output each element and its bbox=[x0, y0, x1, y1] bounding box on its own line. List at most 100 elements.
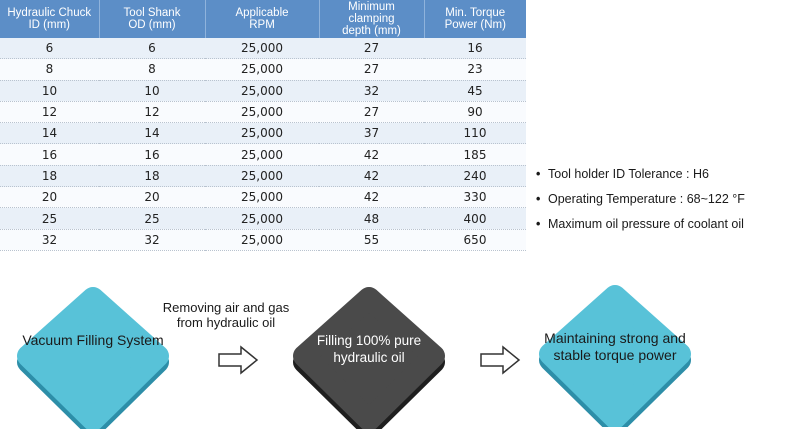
table-row: 32 32 25,000 55 650 bbox=[0, 229, 526, 251]
column-header: Applicable RPM bbox=[205, 0, 320, 38]
table-cell: 32 bbox=[99, 229, 205, 251]
table-cell: 185 bbox=[424, 143, 526, 166]
spec-table: Hydraulic Chuck ID (mm) Tool Shank OD (mm) A… bbox=[0, 0, 526, 251]
table-cell: 27 bbox=[319, 101, 424, 124]
process-step-vacuum: Vacuum Filling System bbox=[8, 284, 178, 429]
table-cell: 25 bbox=[99, 207, 205, 230]
table-cell: 32 bbox=[319, 80, 424, 102]
header-text: clamping bbox=[348, 13, 395, 25]
process-step-filling: Filling 100% pure hydraulic oil bbox=[284, 284, 454, 429]
table-cell: 16 bbox=[424, 38, 526, 60]
bullet-icon: • bbox=[536, 217, 541, 231]
table-cell: 42 bbox=[319, 186, 424, 209]
table-cell: 400 bbox=[424, 207, 526, 230]
table-cell: 27 bbox=[319, 58, 424, 81]
header-text: Minimum bbox=[348, 1, 395, 13]
table-cell: 55 bbox=[319, 229, 424, 251]
table-body: 6 6 25,000 27 16 8 8 25,000 27 23 10 10 25,000 32 45 12… bbox=[0, 38, 526, 251]
header-text: depth (mm) bbox=[342, 25, 401, 37]
header-text: Min. Torque bbox=[445, 7, 506, 19]
header-text: OD (mm) bbox=[128, 19, 176, 31]
note-item: • Maximum oil pressure of coolant oil bbox=[536, 212, 745, 237]
table-cell: 12 bbox=[99, 101, 205, 124]
table-cell: 12 bbox=[0, 101, 99, 124]
header-text: Applicable bbox=[235, 7, 289, 19]
table-row: 14 14 25,000 37 110 bbox=[0, 122, 526, 145]
table-cell: 10 bbox=[99, 80, 205, 102]
table-row: 18 18 25,000 42 240 bbox=[0, 165, 526, 188]
table-cell: 240 bbox=[424, 165, 526, 188]
note-oil-pressure: Maximum oil pressure of coolant oil bbox=[548, 217, 744, 231]
note-temperature: Operating Temperature : 68~122 °F bbox=[548, 192, 745, 206]
table-row: 6 6 25,000 27 16 bbox=[0, 38, 526, 60]
table-cell: 20 bbox=[99, 186, 205, 209]
table-cell: 25,000 bbox=[205, 143, 319, 166]
table-cell: 20 bbox=[0, 186, 99, 209]
step-label: Maintaining strong and stable torque pow… bbox=[544, 330, 686, 363]
table-cell: 32 bbox=[0, 229, 99, 251]
table-cell: 6 bbox=[0, 38, 99, 60]
table-row: 10 10 25,000 32 45 bbox=[0, 80, 526, 102]
header-text: RPM bbox=[249, 19, 275, 31]
note-tolerance: Tool holder ID Tolerance : H6 bbox=[548, 167, 709, 181]
table-cell: 14 bbox=[99, 122, 205, 145]
table-header-row: Hydraulic Chuck ID (mm) Tool Shank OD (mm) A… bbox=[0, 0, 526, 38]
table-cell: 14 bbox=[0, 122, 99, 145]
table-cell: 8 bbox=[0, 58, 99, 81]
table-row: 25 25 25,000 48 400 bbox=[0, 207, 526, 230]
table-cell: 25,000 bbox=[205, 207, 319, 230]
header-text: Tool Shank bbox=[123, 7, 181, 19]
table-row: 8 8 25,000 27 23 bbox=[0, 58, 526, 81]
table-cell: 18 bbox=[0, 165, 99, 188]
column-header: Hydraulic Chuck ID (mm) bbox=[0, 0, 100, 38]
table-cell: 90 bbox=[424, 101, 526, 124]
table-cell: 27 bbox=[319, 38, 424, 60]
table-cell: 25 bbox=[0, 207, 99, 230]
note-item: • Tool holder ID Tolerance : H6 bbox=[536, 162, 745, 187]
table-cell: 8 bbox=[99, 58, 205, 81]
table-cell: 25,000 bbox=[205, 38, 319, 60]
table-cell: 25,000 bbox=[205, 165, 319, 188]
step-label: Vacuum Filling System bbox=[22, 332, 164, 348]
spec-notes: • Tool holder ID Tolerance : H6 • Operatin… bbox=[536, 162, 745, 237]
header-text: Power (Nm) bbox=[444, 19, 506, 31]
table-cell: 25,000 bbox=[205, 80, 319, 102]
column-header: Min. Torque Power (Nm) bbox=[424, 0, 526, 38]
table-row: 12 12 25,000 27 90 bbox=[0, 101, 526, 124]
table-cell: 16 bbox=[0, 143, 99, 166]
column-header: Tool Shank OD (mm) bbox=[99, 0, 206, 38]
table-cell: 10 bbox=[0, 80, 99, 102]
column-header: Minimum clamping depth (mm) bbox=[319, 0, 425, 38]
table-cell: 110 bbox=[424, 122, 526, 145]
table-row: 16 16 25,000 42 185 bbox=[0, 143, 526, 166]
table-cell: 42 bbox=[319, 165, 424, 188]
right-arrow-icon bbox=[480, 345, 521, 375]
table-row: 20 20 25,000 42 330 bbox=[0, 186, 526, 209]
table-cell: 25,000 bbox=[205, 101, 319, 124]
table-cell: 650 bbox=[424, 229, 526, 251]
header-text: Hydraulic Chuck bbox=[7, 7, 92, 19]
table-cell: 25,000 bbox=[205, 58, 319, 81]
note-item: • Operating Temperature : 68~122 °F bbox=[536, 187, 745, 212]
table-cell: 18 bbox=[99, 165, 205, 188]
table-cell: 6 bbox=[99, 38, 205, 60]
process-caption: Removing air and gas from hydraulic oil bbox=[162, 300, 290, 330]
table-cell: 48 bbox=[319, 207, 424, 230]
diamond-shape-icon bbox=[17, 287, 169, 429]
table-cell: 25,000 bbox=[205, 122, 319, 145]
table-cell: 23 bbox=[424, 58, 526, 81]
table-cell: 25,000 bbox=[205, 186, 319, 209]
table-cell: 16 bbox=[99, 143, 205, 166]
table-cell: 42 bbox=[319, 143, 424, 166]
step-label: Filling 100% pure hydraulic oil bbox=[316, 333, 422, 365]
header-text: ID (mm) bbox=[28, 19, 70, 31]
diamond-shape-icon bbox=[539, 285, 691, 427]
diamond-shape-icon bbox=[293, 287, 445, 429]
right-arrow-icon bbox=[218, 345, 259, 375]
table-cell: 25,000 bbox=[205, 229, 319, 251]
bullet-icon: • bbox=[536, 167, 541, 181]
table-cell: 45 bbox=[424, 80, 526, 102]
bullet-icon: • bbox=[536, 192, 541, 206]
table-cell: 37 bbox=[319, 122, 424, 145]
table-cell: 330 bbox=[424, 186, 526, 209]
